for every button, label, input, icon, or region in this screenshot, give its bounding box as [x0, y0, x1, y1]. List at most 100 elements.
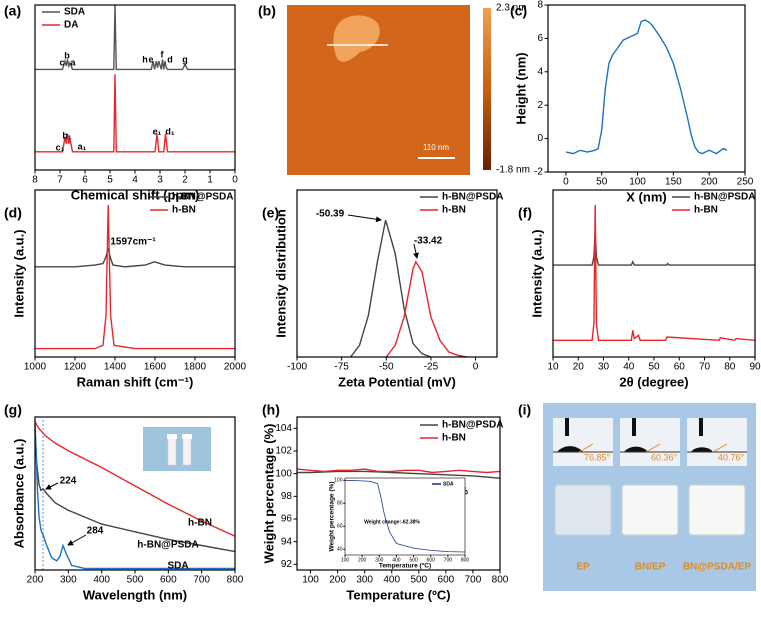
x-tick-label: 0 [563, 177, 569, 188]
x-tick-label: 150 [665, 177, 682, 188]
sample [688, 484, 746, 536]
x-tick-label: 200 [358, 557, 367, 563]
x-tick-label: 1800 [184, 362, 207, 373]
y-tick-label: 94 [281, 536, 293, 547]
x-tick-label: 0 [232, 175, 238, 186]
series-line [296, 468, 501, 474]
y-axis-label: Intensity (a.u.) [529, 229, 544, 317]
annotation: Weight change:-62.38% [364, 519, 420, 525]
droplet [624, 446, 648, 452]
x-tick-label: -25 [424, 362, 439, 373]
panel-label: (i) [518, 402, 531, 418]
x-tick-label: 300 [60, 575, 77, 586]
y-axis-label: Absorbance (a.u.) [11, 439, 26, 549]
x-tick-label: 300 [375, 557, 384, 563]
arrow [413, 243, 419, 259]
colorbar-label: 2.3 nm [496, 3, 527, 14]
plot-frame [34, 189, 236, 358]
sample-label: BN@PSDA/EP [683, 562, 751, 573]
x-axis-label: X (nm) [626, 189, 666, 204]
annotation: c [59, 57, 64, 67]
x-tick-label: 500 [409, 557, 418, 563]
x-tick-label: 1000 [24, 362, 47, 373]
x-tick-label: 50 [648, 362, 660, 373]
series-label: SDA [167, 561, 188, 572]
x-tick-label: -100 [287, 362, 307, 373]
x-tick-label: 20 [573, 362, 585, 373]
panel-label: (e) [262, 205, 279, 221]
series-line [35, 4, 235, 71]
colorbar-label: -1.8 nm [496, 165, 530, 176]
colorbar [483, 8, 491, 170]
sample [621, 484, 679, 536]
x-tick-label: 200 [27, 575, 44, 586]
series-line [553, 230, 755, 266]
arrow [45, 482, 59, 490]
y-tick-label: 2 [537, 100, 543, 111]
annotation: e₁ [153, 126, 162, 136]
y-tick-label: 100 [275, 468, 292, 479]
y-tick-label: 80 [337, 501, 343, 507]
x-axis-label: Temperature (°C) [379, 562, 431, 570]
legend-label: SDA [64, 7, 85, 18]
x-axis-label: Wavelength (nm) [83, 587, 187, 602]
panel-label: (f) [518, 205, 532, 221]
x-tick-label: 600 [438, 575, 455, 586]
plot-frame [34, 4, 236, 171]
legend-label: SDA [443, 481, 454, 487]
legend-label: h-BN@PSDA [442, 420, 503, 431]
y-tick-label: 4 [537, 66, 543, 77]
y-tick-label: 92 [281, 559, 293, 570]
angle-line [712, 443, 728, 453]
y-axis-label: Intensity (a.u.) [11, 229, 26, 317]
y-axis-label: Height (nm) [513, 52, 528, 124]
x-tick-label: 400 [392, 557, 401, 563]
x-axis-label: Chemical shift (ppm) [71, 187, 200, 202]
legend-label: DA [64, 20, 78, 31]
series-line [344, 479, 466, 553]
series-line [350, 219, 432, 358]
x-tick-label: 100 [629, 177, 646, 188]
legend-label: h-BN@PSDA [172, 192, 233, 203]
y-axis-label: Weight percentage (%) [261, 424, 276, 564]
x-tick-label: 0 [473, 362, 479, 373]
x-tick-label: 200 [701, 177, 718, 188]
panel-label: (b) [258, 3, 276, 19]
y-tick-label: 100 [334, 478, 343, 484]
plot-frame [34, 416, 236, 571]
x-tick-label: 60 [674, 362, 686, 373]
panel-label: (g) [4, 402, 22, 418]
contact-angle: 60.36° [651, 452, 678, 462]
y-tick-label: 0 [537, 133, 543, 144]
y-tick-label: -2 [534, 167, 543, 178]
annotation: f [161, 49, 165, 59]
x-tick-label: -50 [379, 362, 394, 373]
x-tick-label: 250 [737, 177, 754, 188]
x-tick-label: 3 [157, 175, 163, 186]
legend-label: h-BN@PSDA [694, 192, 755, 203]
annotation: a₁ [78, 141, 87, 151]
series-line [35, 204, 235, 350]
legend-label: h-BN [172, 205, 196, 216]
y-tick-label: 96 [281, 514, 293, 525]
x-tick-label: 50 [596, 177, 608, 188]
series-line [565, 19, 728, 155]
inset-background [345, 478, 465, 555]
contact-angle: 40.76° [718, 452, 745, 462]
panel-label: (h) [262, 402, 280, 418]
x-tick-label: 100 [302, 575, 319, 586]
needle [565, 418, 569, 436]
x-tick-label: 800 [227, 575, 244, 586]
droplet [691, 447, 713, 452]
series-line [385, 260, 467, 358]
annotation: 1597cm⁻¹ [110, 237, 156, 248]
annotation: -33.42 [414, 236, 443, 247]
panel-label: (a) [4, 3, 21, 19]
y-axis-label: Intensity distribution [273, 209, 288, 338]
contact-angle: 76.85° [584, 452, 611, 462]
x-tick-label: 5 [107, 175, 113, 186]
x-tick-label: 80 [724, 362, 736, 373]
needle [632, 418, 636, 436]
plot-frame [344, 477, 466, 556]
